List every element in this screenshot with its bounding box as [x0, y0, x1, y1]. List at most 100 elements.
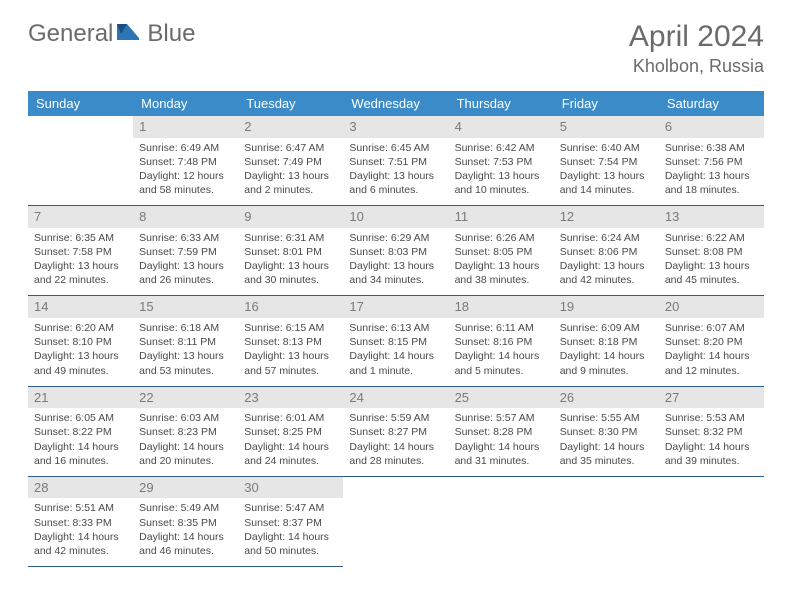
sunset-text: Sunset: 8:23 PM — [139, 425, 232, 439]
daylight-text: Daylight: 13 hours and 38 minutes. — [455, 259, 548, 287]
daylight-text: Daylight: 14 hours and 24 minutes. — [244, 440, 337, 468]
daylight-text: Daylight: 13 hours and 14 minutes. — [560, 169, 653, 197]
day-cell: 1Sunrise: 6:49 AMSunset: 7:48 PMDaylight… — [133, 116, 238, 206]
day-number: 2 — [238, 116, 343, 138]
day-number: 20 — [659, 296, 764, 318]
sunset-text: Sunset: 8:11 PM — [139, 335, 232, 349]
daylight-text: Daylight: 14 hours and 9 minutes. — [560, 349, 653, 377]
sunrise-text: Sunrise: 6:38 AM — [665, 141, 758, 155]
dow-saturday: Saturday — [659, 91, 764, 116]
sunrise-text: Sunrise: 6:45 AM — [349, 141, 442, 155]
daylight-text: Daylight: 14 hours and 1 minute. — [349, 349, 442, 377]
dow-sunday: Sunday — [28, 91, 133, 116]
sunrise-text: Sunrise: 6:20 AM — [34, 321, 127, 335]
sunrise-text: Sunrise: 6:22 AM — [665, 231, 758, 245]
sunset-text: Sunset: 8:35 PM — [139, 516, 232, 530]
daylight-text: Daylight: 13 hours and 45 minutes. — [665, 259, 758, 287]
daylight-text: Daylight: 14 hours and 5 minutes. — [455, 349, 548, 377]
sunrise-text: Sunrise: 6:47 AM — [244, 141, 337, 155]
daylight-text: Daylight: 14 hours and 16 minutes. — [34, 440, 127, 468]
dow-friday: Friday — [554, 91, 659, 116]
sunrise-text: Sunrise: 6:01 AM — [244, 411, 337, 425]
day-cell: 21Sunrise: 6:05 AMSunset: 8:22 PMDayligh… — [28, 386, 133, 476]
daylight-text: Daylight: 13 hours and 18 minutes. — [665, 169, 758, 197]
day-cell: 26Sunrise: 5:55 AMSunset: 8:30 PMDayligh… — [554, 386, 659, 476]
sunrise-text: Sunrise: 5:49 AM — [139, 501, 232, 515]
week-row: 1Sunrise: 6:49 AMSunset: 7:48 PMDaylight… — [28, 116, 764, 206]
sunset-text: Sunset: 7:51 PM — [349, 155, 442, 169]
sunrise-text: Sunrise: 5:55 AM — [560, 411, 653, 425]
day-cell: 30Sunrise: 5:47 AMSunset: 8:37 PMDayligh… — [238, 476, 343, 566]
dow-tuesday: Tuesday — [238, 91, 343, 116]
day-number: 6 — [659, 116, 764, 138]
day-number: 28 — [28, 477, 133, 499]
sunrise-text: Sunrise: 6:09 AM — [560, 321, 653, 335]
day-cell: 2Sunrise: 6:47 AMSunset: 7:49 PMDaylight… — [238, 116, 343, 206]
day-cell: 19Sunrise: 6:09 AMSunset: 8:18 PMDayligh… — [554, 296, 659, 386]
daylight-text: Daylight: 14 hours and 28 minutes. — [349, 440, 442, 468]
daylight-text: Daylight: 13 hours and 26 minutes. — [139, 259, 232, 287]
day-cell: 10Sunrise: 6:29 AMSunset: 8:03 PMDayligh… — [343, 206, 448, 296]
day-cell: 3Sunrise: 6:45 AMSunset: 7:51 PMDaylight… — [343, 116, 448, 206]
sunset-text: Sunset: 8:10 PM — [34, 335, 127, 349]
header: General Blue April 2024 Kholbon, Russia — [28, 20, 764, 77]
day-cell: 5Sunrise: 6:40 AMSunset: 7:54 PMDaylight… — [554, 116, 659, 206]
daylight-text: Daylight: 13 hours and 6 minutes. — [349, 169, 442, 197]
sunset-text: Sunset: 8:37 PM — [244, 516, 337, 530]
daylight-text: Daylight: 13 hours and 57 minutes. — [244, 349, 337, 377]
day-number: 25 — [449, 387, 554, 409]
day-cell: 4Sunrise: 6:42 AMSunset: 7:53 PMDaylight… — [449, 116, 554, 206]
day-number: 17 — [343, 296, 448, 318]
title-block: April 2024 Kholbon, Russia — [629, 20, 764, 77]
day-number: 16 — [238, 296, 343, 318]
day-number: 4 — [449, 116, 554, 138]
day-cell: 20Sunrise: 6:07 AMSunset: 8:20 PMDayligh… — [659, 296, 764, 386]
week-row: 21Sunrise: 6:05 AMSunset: 8:22 PMDayligh… — [28, 386, 764, 476]
day-cell: 12Sunrise: 6:24 AMSunset: 8:06 PMDayligh… — [554, 206, 659, 296]
sunset-text: Sunset: 8:25 PM — [244, 425, 337, 439]
day-number: 18 — [449, 296, 554, 318]
daylight-text: Daylight: 14 hours and 46 minutes. — [139, 530, 232, 558]
dow-monday: Monday — [133, 91, 238, 116]
day-number: 9 — [238, 206, 343, 228]
sunrise-text: Sunrise: 6:40 AM — [560, 141, 653, 155]
daylight-text: Daylight: 13 hours and 30 minutes. — [244, 259, 337, 287]
dow-wednesday: Wednesday — [343, 91, 448, 116]
day-number: 30 — [238, 477, 343, 499]
logo: General Blue — [28, 20, 195, 48]
day-cell: 17Sunrise: 6:13 AMSunset: 8:15 PMDayligh… — [343, 296, 448, 386]
sunset-text: Sunset: 8:05 PM — [455, 245, 548, 259]
sunset-text: Sunset: 8:06 PM — [560, 245, 653, 259]
daylight-text: Daylight: 14 hours and 50 minutes. — [244, 530, 337, 558]
day-number: 29 — [133, 477, 238, 499]
day-cell: 24Sunrise: 5:59 AMSunset: 8:27 PMDayligh… — [343, 386, 448, 476]
day-number: 27 — [659, 387, 764, 409]
sunrise-text: Sunrise: 5:53 AM — [665, 411, 758, 425]
sunset-text: Sunset: 8:03 PM — [349, 245, 442, 259]
day-cell: 8Sunrise: 6:33 AMSunset: 7:59 PMDaylight… — [133, 206, 238, 296]
daylight-text: Daylight: 12 hours and 58 minutes. — [139, 169, 232, 197]
daylight-text: Daylight: 13 hours and 10 minutes. — [455, 169, 548, 197]
daylight-text: Daylight: 13 hours and 53 minutes. — [139, 349, 232, 377]
day-number: 21 — [28, 387, 133, 409]
sunset-text: Sunset: 8:13 PM — [244, 335, 337, 349]
day-number: 19 — [554, 296, 659, 318]
sunrise-text: Sunrise: 6:33 AM — [139, 231, 232, 245]
sunset-text: Sunset: 8:16 PM — [455, 335, 548, 349]
logo-flag-icon — [117, 22, 143, 47]
calendar-body: 1Sunrise: 6:49 AMSunset: 7:48 PMDaylight… — [28, 116, 764, 567]
sunrise-text: Sunrise: 6:29 AM — [349, 231, 442, 245]
sunrise-text: Sunrise: 6:18 AM — [139, 321, 232, 335]
day-number: 1 — [133, 116, 238, 138]
sunrise-text: Sunrise: 6:03 AM — [139, 411, 232, 425]
day-cell — [28, 116, 133, 206]
day-number: 11 — [449, 206, 554, 228]
sunrise-text: Sunrise: 6:07 AM — [665, 321, 758, 335]
sunrise-text: Sunrise: 5:59 AM — [349, 411, 442, 425]
sunset-text: Sunset: 7:58 PM — [34, 245, 127, 259]
sunset-text: Sunset: 8:27 PM — [349, 425, 442, 439]
sunrise-text: Sunrise: 6:11 AM — [455, 321, 548, 335]
sunrise-text: Sunrise: 6:05 AM — [34, 411, 127, 425]
week-row: 7Sunrise: 6:35 AMSunset: 7:58 PMDaylight… — [28, 206, 764, 296]
day-cell: 11Sunrise: 6:26 AMSunset: 8:05 PMDayligh… — [449, 206, 554, 296]
